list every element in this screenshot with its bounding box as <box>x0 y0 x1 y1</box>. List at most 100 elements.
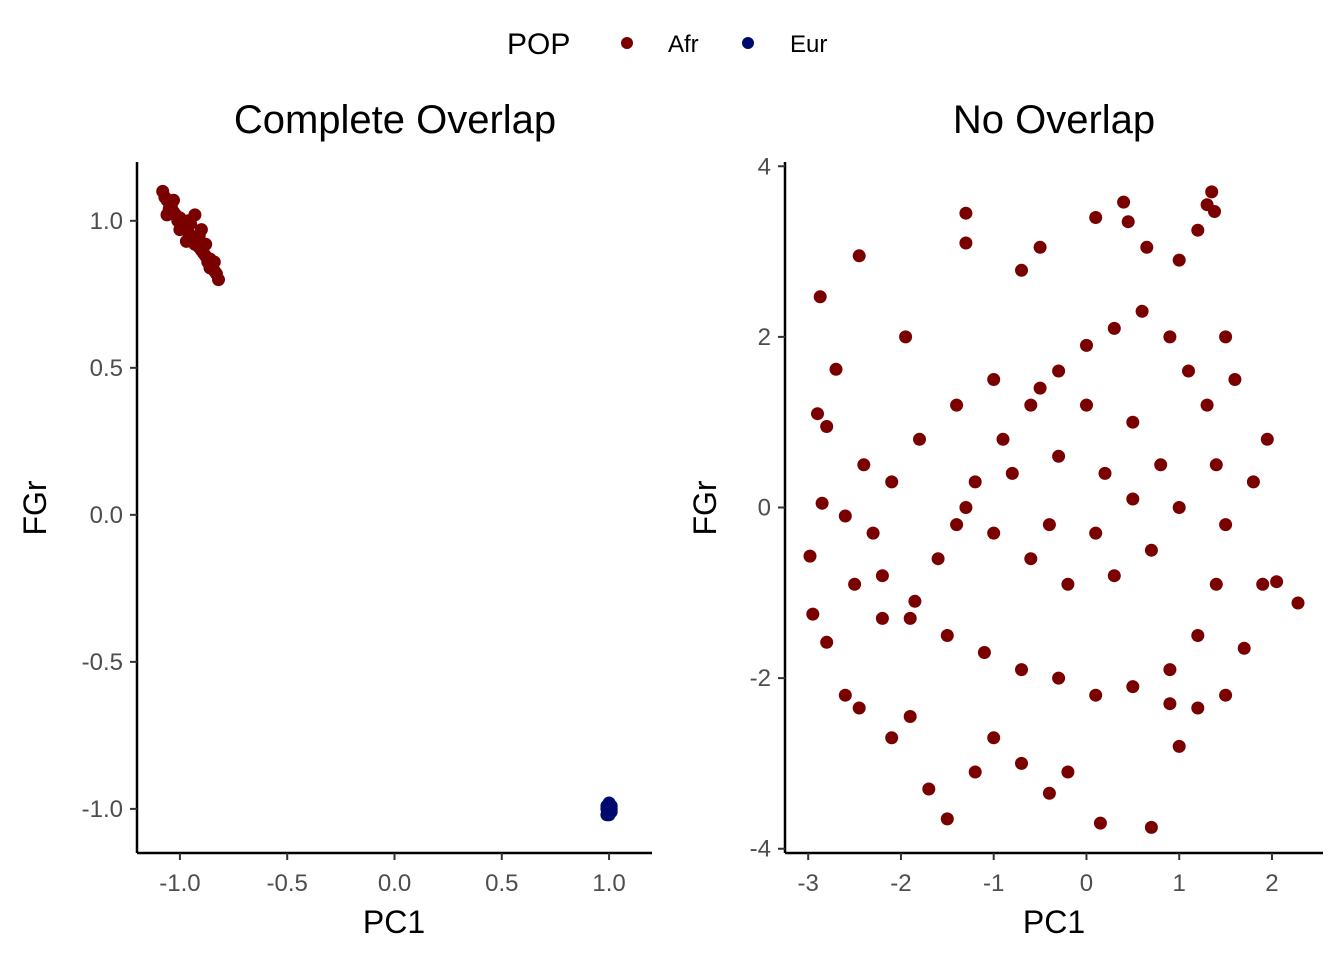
panel-complete-overlap: Complete Overlap -1.0 -0.5 0.0 0.5 1.0 -1.0 -0… <box>17 98 652 940</box>
data-point-afr <box>1135 304 1149 318</box>
data-point-afr <box>1121 215 1135 229</box>
data-point-afr <box>1015 756 1028 770</box>
data-point-afr <box>1205 185 1219 199</box>
data-point-afr <box>1015 663 1028 677</box>
data-point-afr <box>820 635 834 649</box>
data-point-afr <box>1033 381 1047 395</box>
x-tick-label: -1 <box>983 870 1004 897</box>
x-tick-label: 1.0 <box>592 870 625 897</box>
x-tick-label: -0.5 <box>267 870 308 897</box>
data-point-afr <box>1089 526 1103 540</box>
data-point-afr <box>806 607 820 621</box>
data-point-afr <box>207 255 221 269</box>
y-tick-label: 2 <box>758 324 771 351</box>
data-point-afr <box>1140 240 1154 254</box>
x-tick-label: 0.0 <box>378 870 411 897</box>
data-point-afr <box>811 407 824 421</box>
data-point-afr <box>1015 263 1028 277</box>
legend-swatch-afr <box>621 37 633 49</box>
data-point-afr <box>968 765 982 779</box>
data-point-afr <box>1052 671 1066 685</box>
data-point-afr <box>1172 739 1186 753</box>
data-point-afr <box>968 475 982 489</box>
data-point-afr <box>866 526 880 540</box>
data-point-afr <box>1042 518 1056 532</box>
legend: POP Afr Eur <box>507 28 827 61</box>
data-point-afr <box>1080 398 1093 412</box>
y-tick-label: 4 <box>758 153 771 180</box>
y-tick-label: 0 <box>758 495 771 522</box>
data-point-afr <box>1291 596 1305 610</box>
data-point-afr <box>1209 458 1223 472</box>
data-point-afr <box>1089 211 1103 224</box>
data-point-afr <box>987 526 1001 540</box>
data-point-afr <box>1200 398 1214 412</box>
x-tick-label: -2 <box>890 870 911 897</box>
data-point-afr <box>192 229 206 242</box>
panel-title: Complete Overlap <box>234 98 556 142</box>
data-point-afr <box>1005 466 1019 480</box>
data-point-afr <box>1182 364 1195 378</box>
data-point-afr <box>1117 195 1131 209</box>
data-point-afr <box>987 373 1001 386</box>
y-axis-title: FGr <box>687 480 723 535</box>
data-point-afr <box>899 330 913 344</box>
data-point-afr <box>820 420 834 433</box>
y-tick-label: -1.0 <box>82 796 123 823</box>
data-point-afr <box>1219 330 1233 344</box>
data-point-afr <box>959 501 973 514</box>
data-point-afr <box>977 646 991 659</box>
data-point-afr <box>959 236 973 250</box>
x-axis-title: PC1 <box>363 904 425 940</box>
data-point-afr <box>996 432 1010 446</box>
x-tick-label: 1 <box>1173 870 1186 897</box>
data-point-afr <box>885 731 899 745</box>
data-point-afr <box>1080 338 1093 352</box>
data-point-afr <box>1024 552 1038 566</box>
data-point-afr <box>1172 253 1186 267</box>
data-point-afr <box>940 812 954 826</box>
data-point-afr <box>1191 629 1205 642</box>
data-point-afr <box>1219 518 1233 532</box>
data-point-afr <box>857 458 871 472</box>
y-axis-title: FGr <box>17 480 53 535</box>
data-point-afr <box>167 193 180 207</box>
x-tick-label: 2 <box>1265 870 1278 897</box>
x-tick-label: -3 <box>798 870 819 897</box>
data-point-afr <box>179 234 193 248</box>
data-point-afr <box>875 569 889 583</box>
data-point-afr <box>1144 543 1158 557</box>
data-point-afr <box>1093 816 1107 830</box>
data-point-afr <box>852 701 866 715</box>
data-point-afr <box>1042 786 1056 800</box>
y-tick-label: -4 <box>750 836 771 863</box>
data-point-afr <box>1191 701 1205 715</box>
data-point-afr <box>1237 641 1251 655</box>
legend-title: POP <box>507 28 570 61</box>
data-point-afr <box>1144 820 1158 834</box>
ticks-layer: -1.0 -0.5 0.0 0.5 1.0 -1.0 -0.5 0.0 0.5 1.0 <box>82 208 626 897</box>
data-point-afr <box>1163 663 1177 677</box>
data-point-afr <box>1052 449 1066 463</box>
data-point-afr <box>813 290 827 304</box>
data-point-afr <box>908 594 922 608</box>
data-point-afr <box>1024 398 1038 412</box>
data-point-afr <box>1126 492 1140 506</box>
data-point-afr <box>852 249 866 263</box>
data-point-afr <box>1246 475 1260 489</box>
data-point-afr <box>1270 575 1284 589</box>
ticks-layer: -3 -2 -1 0 1 2 -4 -2 0 2 4 <box>750 153 1279 897</box>
data-point-afr <box>885 475 899 489</box>
data-point-afr <box>903 611 917 625</box>
data-point-afr <box>1089 688 1103 702</box>
data-point-afr <box>160 208 174 222</box>
data-point-afr <box>1163 697 1177 711</box>
data-point-afr <box>212 273 225 287</box>
data-point-afr <box>1256 577 1270 591</box>
data-point-afr <box>1061 765 1075 779</box>
data-point-afr <box>1098 466 1112 480</box>
data-point-afr <box>848 577 862 591</box>
data-point-afr <box>1172 501 1186 514</box>
panel-no-overlap: No Overlap -3 -2 -1 0 1 2 -4 -2 0 2 4 PC1 FGr <box>687 98 1323 940</box>
